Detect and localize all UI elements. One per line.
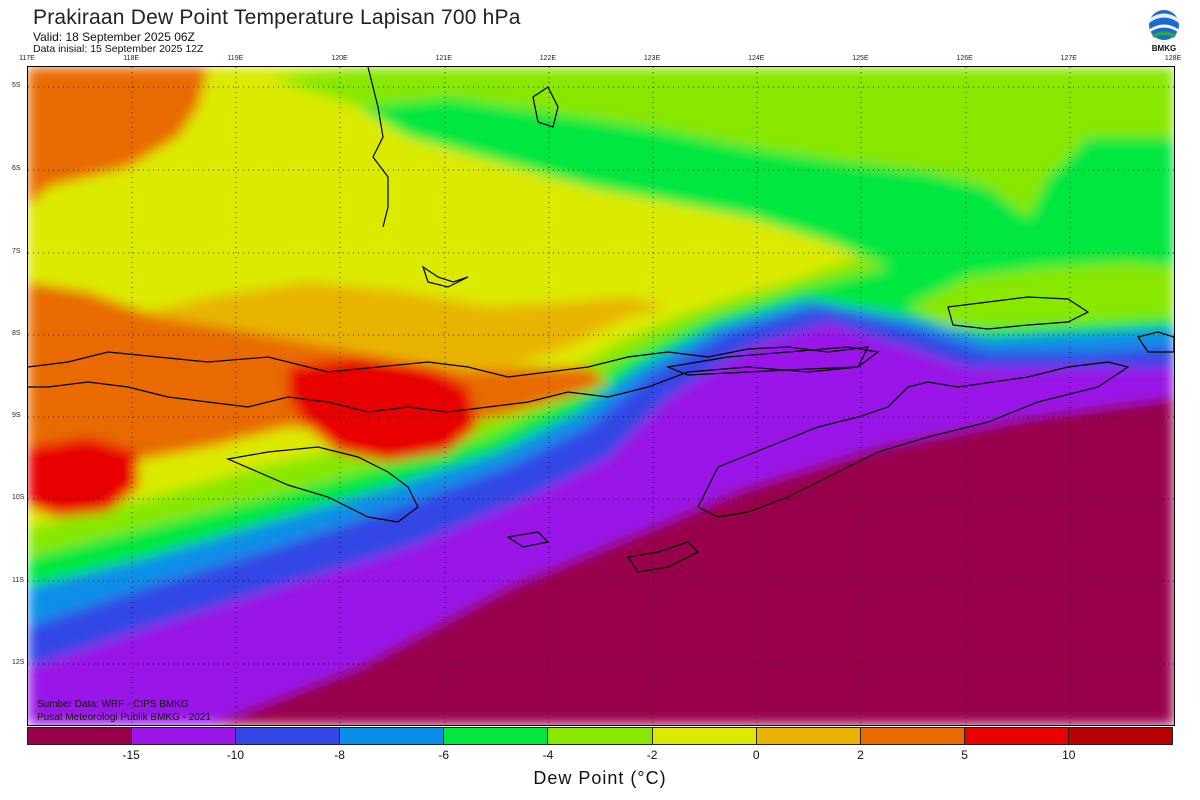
colorbar-tick: -10 bbox=[226, 748, 245, 762]
coast-flores-east bbox=[665, 346, 880, 376]
colorbar-segment bbox=[964, 728, 1069, 744]
coast-tanimbar bbox=[1137, 331, 1174, 353]
colorbar-segment bbox=[1068, 728, 1173, 744]
colorbar-tick: -2 bbox=[646, 748, 658, 762]
field-minus4-minus2-east bbox=[908, 262, 1174, 327]
lat-label: 8S bbox=[12, 330, 21, 337]
lat-label: 9S bbox=[12, 412, 21, 419]
lon-label: 125E bbox=[852, 55, 869, 62]
field-minus6-minus4-north bbox=[358, 97, 1028, 267]
lat-label: 5S bbox=[12, 82, 21, 89]
lon-label: 123E bbox=[643, 55, 661, 62]
data-credits: Sumber Data: WRF - CIPS BMKG Pusat Meteo… bbox=[37, 698, 211, 724]
field-5-10-patch bbox=[288, 357, 478, 462]
coast-buton bbox=[532, 86, 559, 128]
lon-label: 121E bbox=[435, 55, 452, 62]
lat-label: 6S bbox=[12, 165, 21, 172]
lon-label: 124E bbox=[748, 55, 765, 62]
coast-sabu bbox=[506, 531, 550, 548]
colorbar-segment bbox=[236, 728, 341, 744]
field-2-5-northwest bbox=[28, 67, 208, 207]
colorbar-tick: 0 bbox=[752, 748, 760, 762]
bmkg-logo: BMKG bbox=[1142, 8, 1186, 58]
field-minus4-minus2-band bbox=[28, 257, 888, 557]
lon-label: 118E bbox=[123, 55, 140, 62]
colorbar bbox=[27, 727, 1173, 745]
colorbar-tick: -6 bbox=[438, 748, 450, 762]
colorbar-segment bbox=[548, 728, 653, 744]
map-title: Prakiraan Dew Point Temperature Lapisan … bbox=[33, 6, 521, 29]
grid-lines bbox=[28, 67, 1174, 725]
colorbar-segment bbox=[340, 728, 445, 744]
colorbar-segment bbox=[756, 728, 861, 744]
bmkg-logo-text: BMKG bbox=[1151, 44, 1177, 53]
colorbar-tick: -8 bbox=[334, 748, 345, 762]
dew-point-map bbox=[27, 66, 1175, 726]
lon-label: 122E bbox=[539, 55, 557, 62]
lon-label: 119E bbox=[227, 55, 244, 62]
coast-sulawesi-south bbox=[367, 67, 389, 228]
lat-label: 11S bbox=[12, 577, 24, 584]
lon-label: 120E bbox=[331, 55, 348, 62]
lat-label: 10S bbox=[12, 494, 25, 501]
field-minus4-minus2-north bbox=[268, 67, 1174, 217]
field-minus15-minus10-band bbox=[28, 322, 1174, 725]
colorbar-label: Dew Point (°C) bbox=[533, 768, 667, 788]
coast-sumba bbox=[225, 446, 419, 523]
field-lt-minus15-band bbox=[208, 397, 1174, 725]
lon-label: 126E bbox=[956, 55, 973, 62]
lat-label: 12S bbox=[12, 659, 25, 666]
lat-label: 7S bbox=[12, 248, 21, 255]
lon-label: 127E bbox=[1060, 55, 1077, 62]
coast-timor bbox=[697, 361, 1130, 518]
colorbar-segment bbox=[652, 728, 757, 744]
coast-rote bbox=[626, 541, 700, 573]
lon-label: 117E bbox=[19, 55, 35, 62]
coastlines bbox=[28, 67, 1174, 573]
colorbar-tick: 2 bbox=[857, 748, 864, 762]
credit-source: Sumber Data: WRF - CIPS BMKG bbox=[37, 699, 189, 710]
initial-time: Data inisial: 15 September 2025 12Z bbox=[33, 43, 204, 55]
colorbar-segment bbox=[132, 728, 237, 744]
dew-point-field bbox=[28, 67, 1174, 725]
colorbar-tick: 5 bbox=[961, 748, 968, 762]
coast-selayar bbox=[421, 265, 469, 288]
lon-label: 128E bbox=[1164, 55, 1182, 62]
colorbar-segment bbox=[28, 728, 133, 744]
colorbar-segment bbox=[444, 728, 549, 744]
colorbar-segment bbox=[860, 728, 965, 744]
bmkg-logo-icon bbox=[1149, 10, 1179, 40]
field-minus6-minus4-band bbox=[28, 137, 1174, 587]
colorbar-tick: 10 bbox=[1062, 748, 1076, 762]
colorbar-tick: -4 bbox=[542, 748, 554, 762]
field-5-10-west bbox=[28, 437, 138, 517]
valid-time: Valid: 18 September 2025 06Z bbox=[33, 30, 195, 44]
colorbar-tick: -15 bbox=[122, 748, 140, 762]
coast-wetar bbox=[947, 296, 1090, 330]
credit-publisher: Pusat Meteorologi Publik BMKG - 2021 bbox=[37, 712, 211, 723]
